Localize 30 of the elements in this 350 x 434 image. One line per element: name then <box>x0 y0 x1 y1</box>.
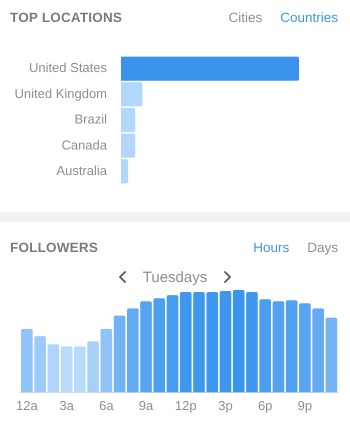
x-tick-label: 9p <box>298 398 312 413</box>
bar <box>48 344 60 392</box>
text: Hours <box>253 240 290 254</box>
bar <box>100 328 112 392</box>
y-tick-label: United Kingdom <box>14 86 107 101</box>
text: Days <box>307 240 338 254</box>
bar <box>21 328 33 392</box>
x-tick-label: 3a <box>59 398 75 413</box>
text: Countries <box>280 10 338 24</box>
bar <box>114 316 126 392</box>
y-tick-label: United States <box>28 60 108 76</box>
y-tick-label: Australia <box>56 162 108 178</box>
chart-title: TOP LOCATIONS <box>10 10 122 24</box>
text: Cities <box>228 10 262 24</box>
bar <box>87 341 99 392</box>
x-tick-label: 12a <box>16 398 38 413</box>
x-tick-label: 12p <box>174 398 197 413</box>
bar <box>121 56 299 81</box>
y-tick-label: Canada <box>61 137 108 152</box>
x-tick-label: 9a <box>138 398 154 413</box>
chart-subtitle: Tuesdays <box>142 268 208 286</box>
bar <box>326 318 338 392</box>
x-tick-label: 6a <box>99 398 114 413</box>
chart-title: FOLLOWERS <box>10 240 98 254</box>
bar <box>34 336 46 392</box>
x-tick-label: 6p <box>258 398 272 413</box>
bar <box>312 308 324 392</box>
x-tick-label: 3p <box>218 398 233 413</box>
bar <box>121 159 128 184</box>
y-tick-label: Brazil <box>74 112 108 127</box>
